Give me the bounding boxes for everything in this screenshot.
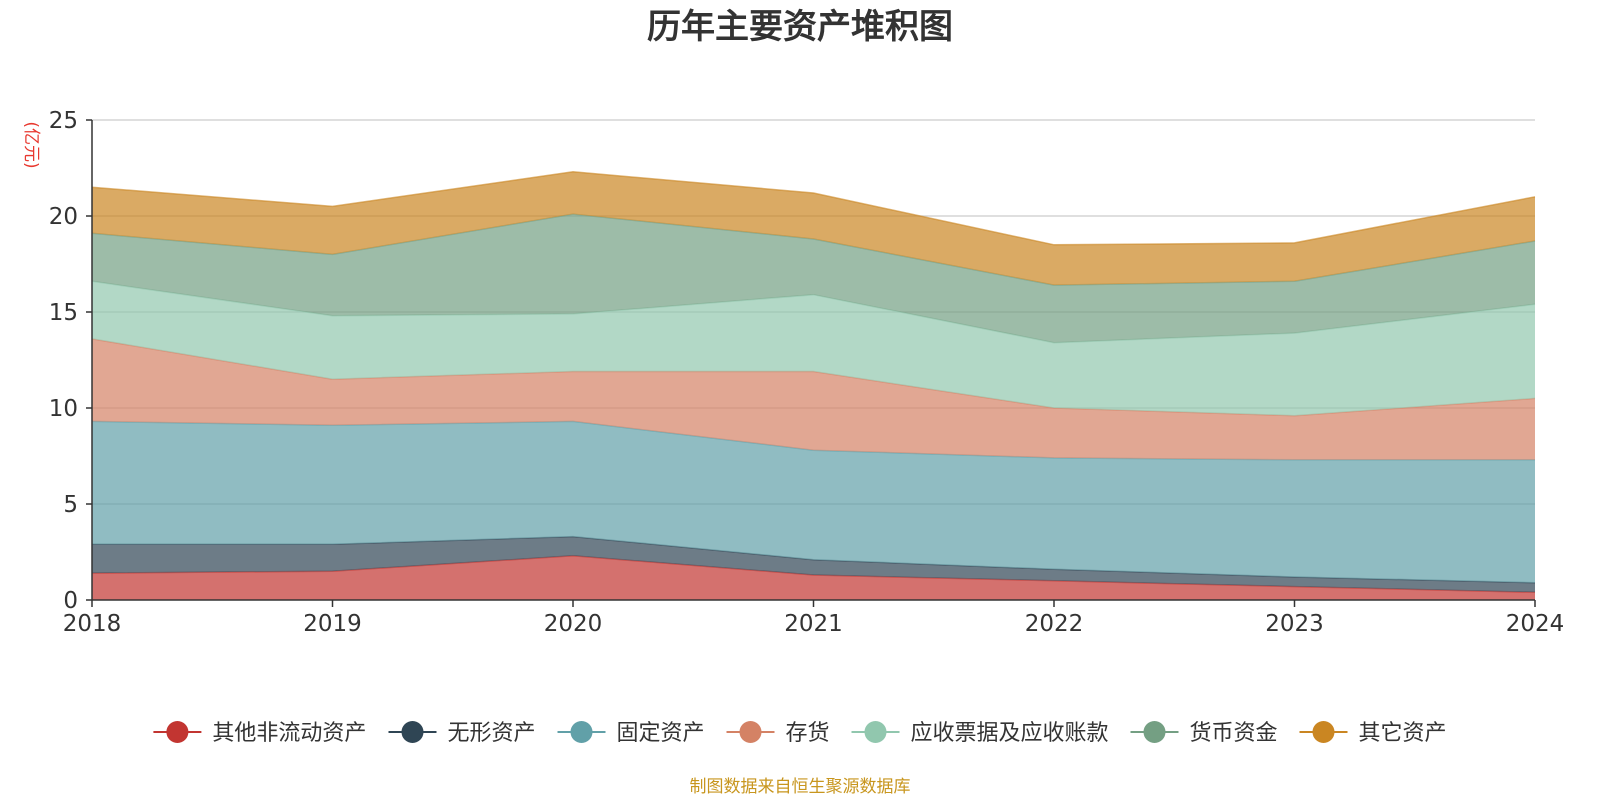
chart-title: 历年主要资产堆积图	[647, 7, 953, 47]
legend-item-2: 无形资产	[388, 721, 536, 746]
legend-label-4: 存货	[786, 721, 830, 746]
x-tick-label-2019: 2019	[303, 611, 362, 637]
legend-label-1: 其他非流动资产	[212, 721, 366, 746]
x-tick-label-2024: 2024	[1506, 611, 1565, 637]
area-series-1	[92, 555, 1535, 600]
legend-marker-7	[1312, 721, 1335, 743]
area-edge-7	[91, 171, 1536, 246]
area-series	[91, 171, 1536, 600]
y-tick-label-15: 15	[49, 300, 78, 326]
x-tick-label-2020: 2020	[544, 611, 603, 637]
legend-label-6: 货币资金	[1190, 721, 1278, 746]
y-tick-label-20: 20	[49, 204, 78, 230]
legend-item-3: 固定资产	[557, 721, 705, 746]
area-series-6	[92, 214, 1535, 343]
legend-marker-5	[864, 721, 887, 743]
legend-label-7: 其它资产	[1359, 721, 1447, 746]
x-tick-label-2022: 2022	[1025, 611, 1084, 637]
y-axis-unit: (亿元)	[21, 121, 41, 168]
y-tick-label-25: 25	[49, 108, 78, 134]
y-tick-label-0: 0	[63, 588, 78, 614]
legend-marker-4	[739, 721, 762, 743]
area-series-7	[92, 171, 1535, 286]
legend-item-1: 其他非流动资产	[153, 721, 366, 746]
area-series-4	[92, 338, 1535, 460]
x-tick-label-2018: 2018	[63, 611, 122, 637]
x-axis-ticks: 2018 2019 2020 2021 2022 2023 2024	[63, 600, 1565, 637]
area-series-2	[92, 536, 1535, 593]
legend-label-5: 应收票据及应收账款	[911, 721, 1109, 746]
y-axis-ticks: 0 5 10 15 20 25	[49, 108, 92, 614]
legend-label-3: 固定资产	[617, 721, 705, 746]
legend-item-7: 其它资产	[1299, 721, 1447, 746]
area-series-3	[92, 421, 1535, 583]
x-tick-label-2021: 2021	[784, 611, 843, 637]
y-tick-label-5: 5	[63, 492, 78, 518]
legend-item-6: 货币资金	[1130, 721, 1278, 746]
y-tick-label-10: 10	[49, 396, 78, 422]
legend-item-4: 存货	[726, 721, 830, 746]
source-note: 制图数据来自恒生聚源数据库	[690, 777, 911, 797]
x-tick-label-2023: 2023	[1265, 611, 1324, 637]
legend: 其他非流动资产 无形资产 固定资产 存货 应收票据及应收账款 货币资金 其它资产	[153, 721, 1447, 746]
legend-marker-2	[401, 721, 424, 743]
legend-marker-1	[166, 721, 189, 743]
legend-marker-3	[570, 721, 593, 743]
legend-marker-6	[1143, 721, 1166, 743]
legend-label-2: 无形资产	[448, 721, 536, 746]
legend-item-5: 应收票据及应收账款	[851, 721, 1109, 746]
